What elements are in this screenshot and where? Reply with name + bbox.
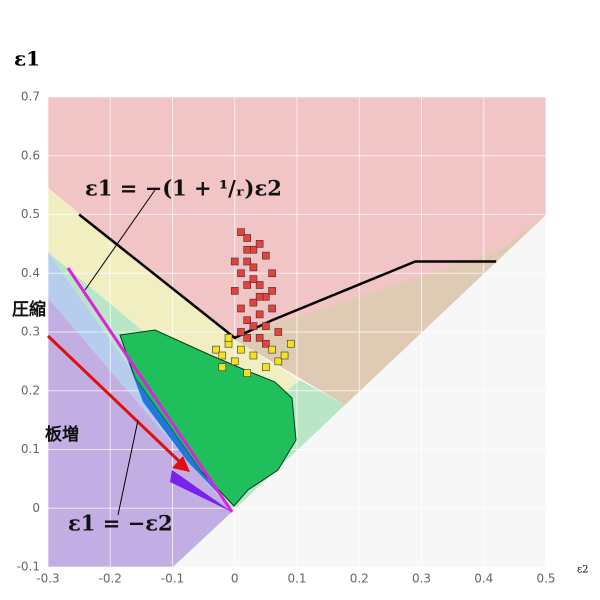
point — [249, 275, 258, 283]
point — [237, 328, 245, 336]
point — [286, 339, 295, 348]
leader — [117, 419, 139, 516]
point — [212, 345, 220, 354]
point — [255, 281, 264, 289]
x-axis-label: ε2 — [577, 565, 589, 576]
x-tick-label: 0 — [231, 572, 239, 586]
limit-line — [66, 267, 234, 513]
x-tick-label: 0.2 — [350, 572, 369, 586]
annotation: ε1 = −ε2 — [68, 511, 173, 536]
point — [218, 363, 227, 372]
point — [262, 322, 270, 330]
y-tick-label: -0.1 — [17, 560, 40, 574]
point — [255, 292, 264, 301]
y-tick-label: 0.4 — [21, 266, 40, 280]
y-tick-label: 0.7 — [21, 90, 40, 104]
point — [268, 269, 276, 278]
point — [230, 257, 239, 266]
point — [249, 322, 258, 330]
point — [237, 269, 245, 278]
point — [262, 251, 270, 260]
point — [262, 339, 270, 348]
point — [249, 263, 258, 272]
point — [274, 328, 283, 336]
point — [243, 257, 251, 266]
point — [230, 287, 239, 295]
y-tick-label: 0.2 — [21, 383, 40, 397]
point — [243, 369, 251, 377]
point — [255, 310, 264, 319]
point — [249, 351, 258, 360]
point — [237, 345, 245, 354]
purple-cluster — [170, 470, 232, 512]
point — [243, 245, 251, 254]
point — [274, 357, 283, 366]
point — [237, 228, 245, 236]
point — [218, 351, 227, 360]
point — [243, 334, 251, 342]
y-tick-label: 0.5 — [21, 207, 40, 221]
x-tick-label: 0.5 — [536, 572, 555, 586]
point — [243, 234, 251, 242]
point — [243, 316, 251, 325]
point — [243, 281, 251, 289]
y-tick-label: 0 — [32, 501, 40, 515]
equal-strain-line — [46, 334, 182, 464]
limit-curve — [78, 213, 497, 340]
x-tick-label: 0.1 — [287, 572, 306, 586]
point — [230, 357, 239, 366]
x-tick-label: -0.1 — [161, 572, 184, 586]
arrow-head — [172, 456, 190, 472]
point — [280, 351, 289, 360]
y-tick-label: 0.3 — [21, 325, 40, 339]
point — [262, 363, 270, 372]
point — [255, 334, 264, 342]
point — [237, 304, 245, 313]
plot — [78, 213, 497, 377]
y-axis-label: ε1 — [14, 47, 40, 71]
point — [268, 345, 276, 354]
y-tick-label: 0.6 — [21, 148, 40, 162]
point — [249, 298, 258, 307]
point — [268, 287, 276, 295]
point — [255, 240, 264, 248]
region-thickening — [48, 298, 232, 567]
leader — [84, 189, 156, 291]
annotation: 板増 — [45, 424, 79, 445]
region-white — [173, 215, 546, 567]
x-tick-label: -0.2 — [99, 572, 122, 586]
x-tick-label: 0.4 — [474, 572, 493, 586]
x-tick-label: 0.3 — [412, 572, 431, 586]
point — [268, 304, 276, 313]
annotation: 圧縮 — [12, 299, 46, 320]
x-tick-label: -0.3 — [36, 572, 59, 586]
y-tick-label: 0.1 — [21, 442, 40, 456]
point — [224, 334, 233, 342]
annotation: ε1 = −(1 + ¹/ᵣ)ε2 — [85, 176, 282, 201]
